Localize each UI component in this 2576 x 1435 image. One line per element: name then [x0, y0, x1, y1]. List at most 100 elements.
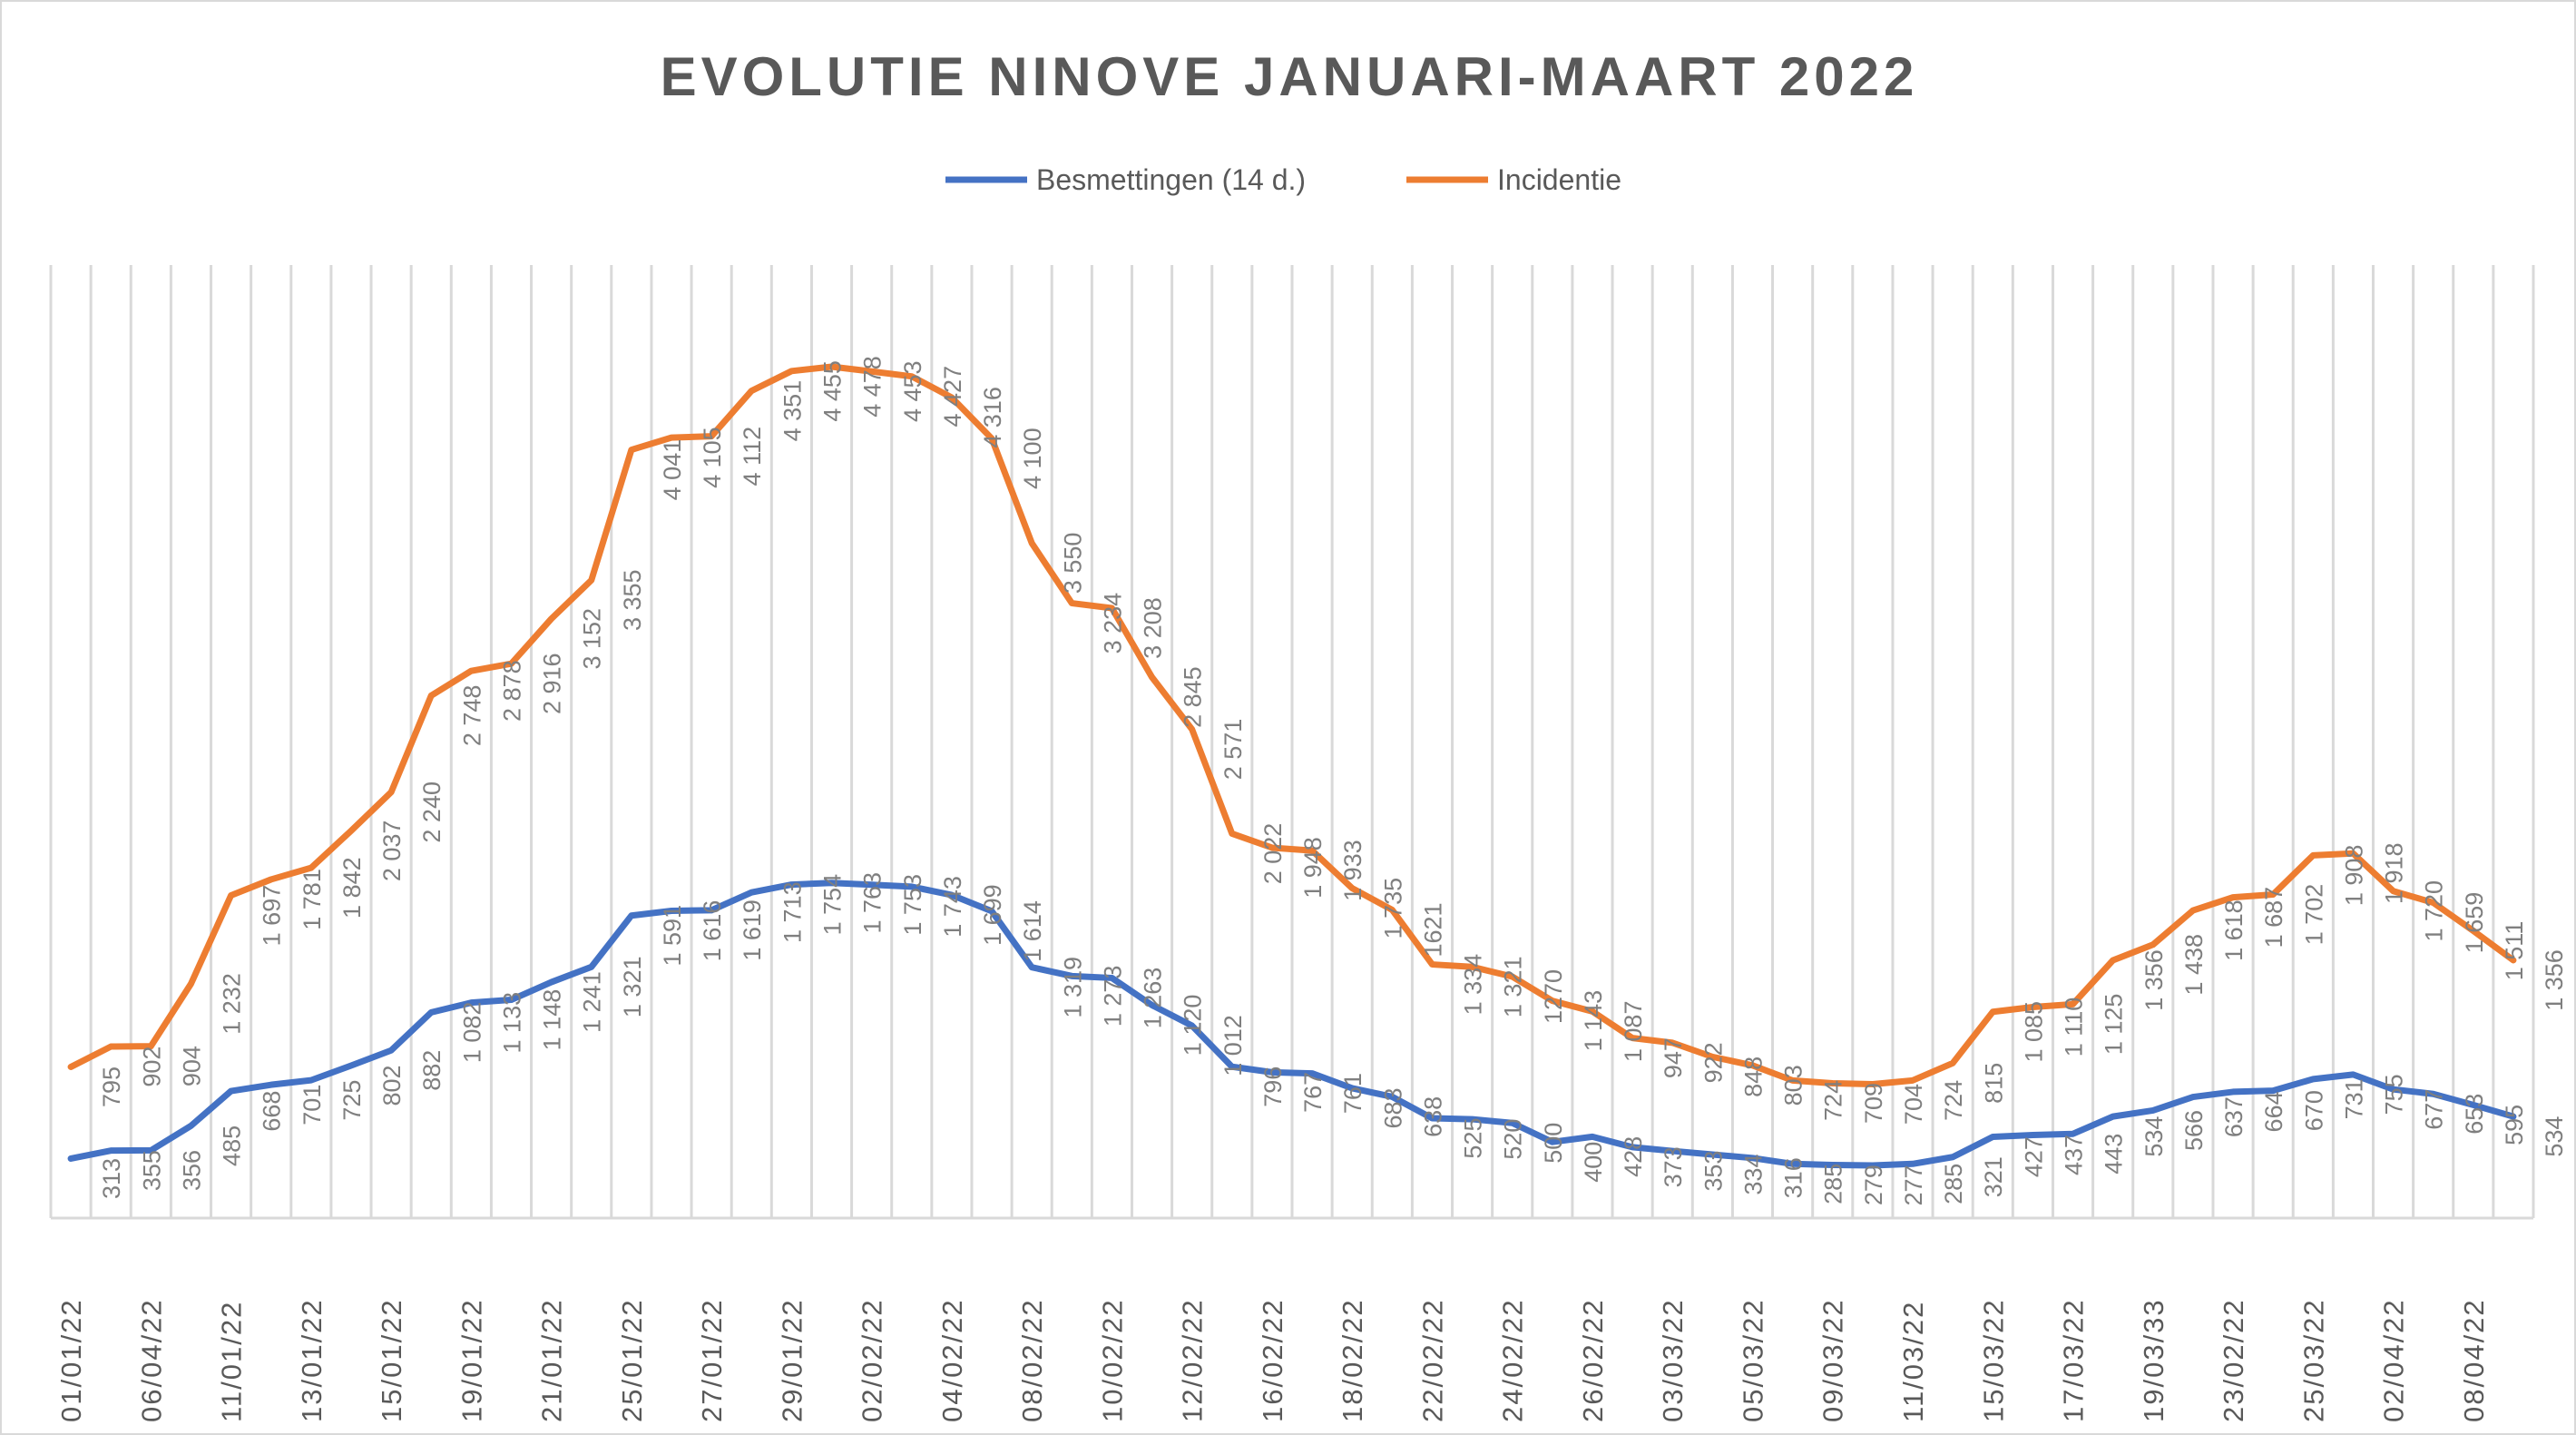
- data-label: 1 511: [2501, 921, 2528, 981]
- data-label: 701: [299, 1085, 326, 1125]
- data-label: 313: [98, 1158, 125, 1199]
- x-tick-label: 25/03/22: [2297, 1298, 2329, 1422]
- data-label: 4 453: [899, 360, 926, 422]
- data-labels: 313 355 356 485 668 701 725 802 882 1 082 1 133 1 1…: [98, 356, 2568, 1205]
- data-label: 1 082: [458, 1002, 485, 1064]
- data-label: 704: [1900, 1084, 1927, 1125]
- data-label: 1 948: [1299, 837, 1327, 899]
- x-tick-label: 27/01/22: [696, 1298, 728, 1422]
- data-label: 848: [1739, 1057, 1767, 1097]
- data-label: 637: [2220, 1096, 2248, 1137]
- gridlines: [49, 265, 2535, 1220]
- data-label: 1621: [1419, 902, 1446, 957]
- data-label: 638: [1419, 1096, 1446, 1137]
- data-label: 321: [1980, 1156, 2007, 1197]
- x-tick-label: 29/01/22: [776, 1298, 808, 1422]
- data-label: 285: [1940, 1164, 1967, 1204]
- data-label: 443: [2101, 1134, 2128, 1175]
- data-label: 4 427: [939, 366, 966, 428]
- data-label: 1 735: [1379, 878, 1406, 939]
- data-label: 2 748: [458, 685, 485, 747]
- x-tick-label: 03/03/22: [1657, 1298, 1689, 1422]
- data-label: 3 152: [579, 608, 606, 670]
- data-label: 353: [1699, 1151, 1727, 1192]
- data-label: 1 110: [2061, 998, 2088, 1057]
- data-label: 1 908: [2340, 845, 2367, 907]
- data-label: 285: [1820, 1164, 1847, 1204]
- data-label: 815: [1980, 1063, 2007, 1104]
- x-tick-label: 11/03/22: [1897, 1301, 1929, 1422]
- x-tick-label: 10/02/22: [1096, 1298, 1128, 1422]
- data-label: 1 321: [1500, 957, 1527, 1018]
- data-label: 1 273: [1099, 966, 1126, 1027]
- data-label: 796: [1259, 1066, 1287, 1107]
- data-label: 882: [418, 1050, 446, 1091]
- data-label: 1 232: [219, 973, 246, 1035]
- x-tick-label: 22/02/22: [1416, 1298, 1448, 1422]
- data-label: 1 702: [2300, 884, 2327, 946]
- data-label: 4 105: [699, 427, 726, 488]
- data-label: 1 753: [899, 874, 926, 936]
- data-label: 1 012: [1219, 1015, 1247, 1076]
- data-label: 1 356: [2140, 949, 2168, 1011]
- x-tick-label: 15/03/22: [1977, 1298, 2009, 1422]
- data-label: 4 100: [1019, 428, 1046, 489]
- data-label: 664: [2260, 1091, 2287, 1132]
- data-label: 3 234: [1099, 593, 1126, 654]
- data-label: 1 720: [2421, 880, 2448, 942]
- x-tick-label: 19/01/22: [455, 1298, 487, 1422]
- data-label: 566: [2180, 1110, 2208, 1151]
- x-axis-labels: 01/01/22 06/04/22 11/01/22 13/01/22 15/01/22…: [55, 1298, 2490, 1422]
- data-label: 803: [1780, 1065, 1807, 1106]
- data-label: 1 125: [2101, 994, 2128, 1056]
- data-label: 4 455: [819, 360, 847, 422]
- data-label: 1 085: [2020, 1001, 2047, 1063]
- data-label: 1 263: [1140, 968, 1167, 1029]
- data-label: 2 022: [1259, 823, 1287, 885]
- data-label: 520: [1500, 1119, 1527, 1160]
- data-label: 677: [2421, 1089, 2448, 1130]
- data-label: 1 697: [259, 885, 286, 947]
- data-label: 595: [2501, 1105, 2528, 1145]
- data-label: 485: [219, 1125, 246, 1166]
- data-label: 1 438: [2180, 934, 2208, 996]
- data-label: 500: [1540, 1123, 1567, 1164]
- data-label: 1 148: [539, 989, 566, 1051]
- x-tick-label: 19/03/33: [2138, 1298, 2170, 1422]
- series-line-incidentie: [67, 363, 2517, 1088]
- data-label: 1 334: [1460, 954, 1487, 1016]
- data-label: 1 321: [619, 957, 646, 1018]
- x-tick-label: 04/02/22: [936, 1298, 968, 1422]
- data-label: 767: [1299, 1072, 1327, 1113]
- data-label: 1 842: [338, 857, 366, 919]
- data-label: 4 316: [979, 387, 1006, 448]
- data-label: 534: [2140, 1116, 2168, 1157]
- data-label: 279: [1860, 1165, 1887, 1205]
- data-label: 1 743: [939, 876, 966, 938]
- data-label: 1 763: [859, 872, 886, 934]
- data-label: 427: [2020, 1136, 2047, 1177]
- data-label: 1 713: [779, 881, 806, 943]
- data-label: 525: [1460, 1117, 1487, 1158]
- data-label: 1 618: [2220, 899, 2248, 961]
- data-label: 1 319: [1059, 957, 1086, 1018]
- x-tick-label: 02/02/22: [857, 1298, 888, 1422]
- data-label: 2 037: [378, 821, 406, 882]
- x-tick-label: 08/04/22: [2458, 1298, 2490, 1422]
- data-label: 1 687: [2260, 887, 2287, 948]
- data-label: 761: [1339, 1073, 1366, 1114]
- x-tick-label: 02/04/22: [2378, 1298, 2410, 1422]
- x-tick-label: 23/02/22: [2218, 1298, 2249, 1422]
- data-label: 724: [1940, 1080, 1967, 1121]
- data-label: 731: [2340, 1078, 2367, 1119]
- x-tick-label: 21/01/22: [536, 1298, 568, 1422]
- data-label: 902: [138, 1047, 165, 1087]
- x-tick-label: 26/02/22: [1577, 1298, 1609, 1422]
- data-label: 437: [2061, 1135, 2088, 1175]
- data-label: 277: [1900, 1165, 1927, 1205]
- series-line-besmettingen: [67, 880, 2517, 1169]
- x-tick-label: 09/03/22: [1817, 1298, 1849, 1422]
- data-label: 2 845: [1180, 666, 1207, 728]
